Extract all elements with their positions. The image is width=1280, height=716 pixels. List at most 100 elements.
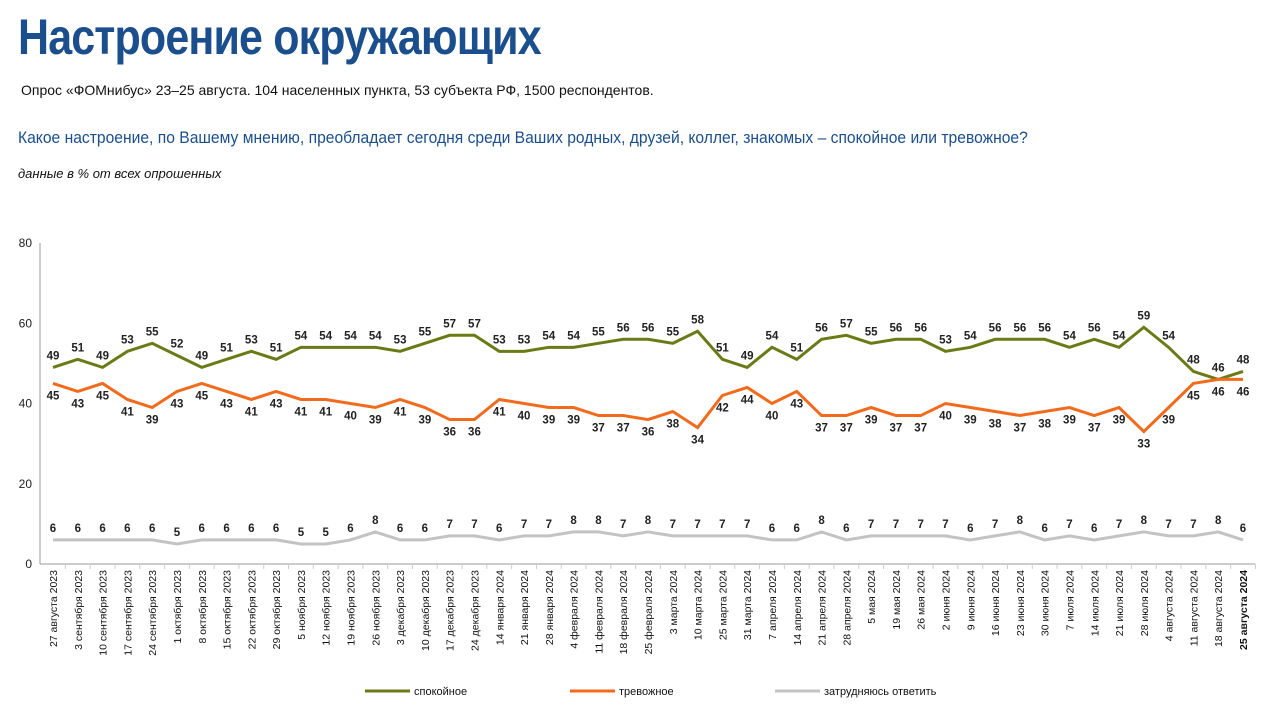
data-label: 6 xyxy=(273,523,279,535)
data-label: 51 xyxy=(790,342,803,354)
survey-question: Какое настроение, по Вашему мнению, прео… xyxy=(18,128,1028,147)
x-tick-label: 24 сентября 2023 xyxy=(147,570,159,656)
x-tick-label: 26 мая 2024 xyxy=(916,570,928,630)
data-label: 7 xyxy=(942,519,948,531)
x-tick-label: 28 июля 2024 xyxy=(1139,570,1151,636)
data-label: 37 xyxy=(815,423,828,435)
data-label: 56 xyxy=(1013,322,1026,334)
data-label: 36 xyxy=(642,427,655,439)
data-label: 6 xyxy=(75,523,81,535)
data-label: 39 xyxy=(542,415,555,427)
series-line-0 xyxy=(52,325,1244,382)
x-tick-label: 9 июня 2024 xyxy=(965,570,977,630)
data-label: 6 xyxy=(843,523,849,535)
data-label: 43 xyxy=(171,398,184,410)
data-label: 57 xyxy=(468,318,481,330)
survey-subtitle: Опрос «ФОМнибус» 23–25 августа. 104 насе… xyxy=(21,82,654,98)
data-label: 57 xyxy=(840,318,853,330)
x-tick-label: 28 апреля 2024 xyxy=(841,570,853,646)
data-label: 7 xyxy=(546,519,552,531)
data-label: 36 xyxy=(443,427,456,439)
x-tick-label: 30 июня 2024 xyxy=(1040,570,1052,636)
x-tick-label: 17 декабря 2023 xyxy=(445,570,457,651)
data-label: 8 xyxy=(1017,515,1024,527)
data-label: 52 xyxy=(171,338,184,350)
x-tick-label: 19 мая 2024 xyxy=(891,570,903,630)
y-tick-label: 80 xyxy=(19,236,33,250)
data-label: 49 xyxy=(47,350,60,362)
data-label: 7 xyxy=(1066,519,1072,531)
data-label: 6 xyxy=(397,523,403,535)
data-label: 46 xyxy=(1212,362,1225,374)
data-label: 7 xyxy=(1190,519,1196,531)
data-label: 37 xyxy=(617,423,630,435)
x-tick-label: 22 октября 2023 xyxy=(246,570,258,650)
data-label: 8 xyxy=(570,515,577,527)
data-label: 40 xyxy=(344,411,357,423)
x-tick-label: 12 ноября 2023 xyxy=(321,570,333,646)
data-label: 8 xyxy=(1215,515,1222,527)
data-label: 42 xyxy=(716,402,729,414)
x-tick-label: 17 сентября 2023 xyxy=(122,570,134,656)
x-tick-label: 16 июня 2024 xyxy=(990,570,1002,636)
x-tick-label: 2 июня 2024 xyxy=(941,570,953,630)
x-tick-label: 25 февраля 2024 xyxy=(643,570,655,655)
data-label: 34 xyxy=(691,435,704,447)
data-label: 56 xyxy=(617,322,630,334)
data-label: 8 xyxy=(645,515,652,527)
data-label: 8 xyxy=(372,515,379,527)
data-label: 39 xyxy=(865,415,878,427)
data-label: 38 xyxy=(666,419,679,431)
data-label: 6 xyxy=(248,523,254,535)
data-label: 58 xyxy=(691,314,704,326)
data-label: 48 xyxy=(1237,354,1250,366)
data-label: 5 xyxy=(174,527,181,539)
x-tick-label: 26 ноября 2023 xyxy=(370,570,382,646)
data-label: 53 xyxy=(121,334,134,346)
data-label: 56 xyxy=(815,322,828,334)
x-tick-label: 11 февраля 2024 xyxy=(593,570,605,654)
x-tick-label: 3 декабря 2023 xyxy=(395,570,407,645)
data-label: 7 xyxy=(446,519,452,531)
data-label: 54 xyxy=(766,330,779,342)
x-tick-label: 18 августа 2024 xyxy=(1213,570,1225,647)
x-tick-label: 24 декабря 2023 xyxy=(469,570,481,651)
data-label: 46 xyxy=(1237,386,1250,398)
data-label: 56 xyxy=(989,322,1002,334)
data-label: 6 xyxy=(199,523,205,535)
x-tick-label: 18 февраля 2024 xyxy=(618,570,630,655)
data-label: 51 xyxy=(220,342,233,354)
x-tick-label: 25 марта 2024 xyxy=(717,570,729,640)
data-label: 55 xyxy=(592,326,605,338)
data-label: 45 xyxy=(195,390,208,402)
data-label: 7 xyxy=(868,519,874,531)
series-line-2 xyxy=(53,530,1244,546)
data-label: 41 xyxy=(493,406,506,418)
data-label: 53 xyxy=(518,334,531,346)
data-label: 39 xyxy=(1162,415,1175,427)
legend-label: тревожное xyxy=(619,686,674,698)
x-tick-label: 5 ноября 2023 xyxy=(296,570,308,640)
y-tick-label: 0 xyxy=(25,557,32,571)
data-label: 37 xyxy=(890,423,903,435)
data-label: 7 xyxy=(893,519,899,531)
data-label: 40 xyxy=(939,411,952,423)
x-tick-label: 31 марта 2024 xyxy=(742,570,754,640)
data-label: 6 xyxy=(496,523,502,535)
data-label: 7 xyxy=(744,519,750,531)
data-label: 7 xyxy=(471,519,477,531)
data-label: 7 xyxy=(521,519,527,531)
x-tick-label: 1 октября 2023 xyxy=(172,570,184,644)
data-label: 6 xyxy=(1091,523,1097,535)
data-label: 39 xyxy=(1063,415,1076,427)
data-label: 46 xyxy=(1212,386,1225,398)
data-label: 48 xyxy=(1187,354,1200,366)
data-label: 49 xyxy=(741,350,754,362)
data-label: 36 xyxy=(468,427,481,439)
data-label: 49 xyxy=(96,350,109,362)
data-label: 37 xyxy=(914,423,927,435)
data-label: 56 xyxy=(1038,322,1051,334)
y-tick-label: 40 xyxy=(19,397,33,411)
data-label: 39 xyxy=(146,415,159,427)
